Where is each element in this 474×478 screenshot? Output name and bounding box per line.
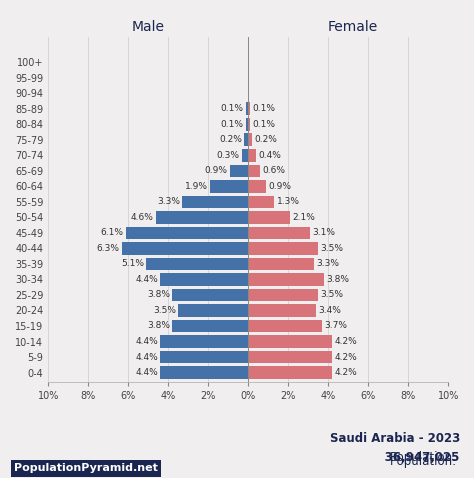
Text: 0.1%: 0.1% <box>253 104 276 113</box>
Text: 4.6%: 4.6% <box>131 213 154 222</box>
Bar <box>248 180 266 193</box>
Bar <box>244 133 248 146</box>
Text: 0.6%: 0.6% <box>263 166 286 175</box>
Text: 0.1%: 0.1% <box>253 120 276 129</box>
Bar <box>172 320 248 332</box>
Text: 2.1%: 2.1% <box>292 213 316 222</box>
Bar <box>248 118 250 130</box>
Text: 3.3%: 3.3% <box>157 197 180 206</box>
Bar <box>248 258 314 270</box>
Bar <box>248 211 290 224</box>
Text: Female: Female <box>327 20 377 34</box>
Text: Male: Male <box>132 20 165 34</box>
Text: 4.2%: 4.2% <box>335 337 357 346</box>
Text: 0.3%: 0.3% <box>217 151 240 160</box>
Text: 4.2%: 4.2% <box>335 368 357 377</box>
Text: 3.5%: 3.5% <box>321 244 344 253</box>
Bar <box>246 102 248 115</box>
Text: 0.9%: 0.9% <box>205 166 228 175</box>
Bar <box>248 102 250 115</box>
Text: 5.1%: 5.1% <box>121 260 144 269</box>
Bar <box>160 351 248 363</box>
Bar <box>146 258 248 270</box>
Text: 3.7%: 3.7% <box>325 322 348 330</box>
Bar <box>160 273 248 286</box>
Text: 3.3%: 3.3% <box>317 260 340 269</box>
Text: 6.3%: 6.3% <box>97 244 120 253</box>
Bar <box>230 164 248 177</box>
Bar <box>248 351 332 363</box>
Text: 3.1%: 3.1% <box>313 228 336 238</box>
Text: 4.2%: 4.2% <box>335 352 357 361</box>
Text: 4.4%: 4.4% <box>135 352 158 361</box>
Bar <box>248 335 332 348</box>
Bar <box>182 196 248 208</box>
Bar <box>248 133 252 146</box>
Bar <box>172 289 248 301</box>
Text: 1.3%: 1.3% <box>277 197 300 206</box>
Bar <box>160 335 248 348</box>
Bar <box>248 242 318 255</box>
Bar <box>156 211 248 224</box>
Text: 3.4%: 3.4% <box>319 306 342 315</box>
Text: 4.4%: 4.4% <box>135 368 158 377</box>
Bar <box>242 149 248 162</box>
Text: 0.2%: 0.2% <box>219 135 242 144</box>
Bar <box>178 304 248 317</box>
Bar <box>210 180 248 193</box>
Text: 0.1%: 0.1% <box>221 120 244 129</box>
Text: 3.8%: 3.8% <box>147 322 170 330</box>
Bar <box>248 149 256 162</box>
Text: PopulationPyramid.net: PopulationPyramid.net <box>14 463 158 473</box>
Text: 0.4%: 0.4% <box>259 151 282 160</box>
Text: 0.1%: 0.1% <box>221 104 244 113</box>
Bar <box>248 366 332 379</box>
Bar <box>246 118 248 130</box>
Text: Population:: Population: <box>390 451 460 464</box>
Bar <box>248 304 316 317</box>
Text: 3.5%: 3.5% <box>153 306 176 315</box>
Text: 4.4%: 4.4% <box>135 337 158 346</box>
Bar <box>248 320 322 332</box>
Bar <box>248 196 274 208</box>
Text: 4.4%: 4.4% <box>135 275 158 284</box>
Text: 6.1%: 6.1% <box>101 228 124 238</box>
Bar <box>126 227 248 239</box>
Text: 3.5%: 3.5% <box>321 291 344 299</box>
Bar <box>160 366 248 379</box>
Text: 3.8%: 3.8% <box>147 291 170 299</box>
Bar <box>122 242 248 255</box>
Bar <box>248 164 260 177</box>
Text: 0.2%: 0.2% <box>255 135 278 144</box>
Bar <box>248 227 310 239</box>
Text: 3.8%: 3.8% <box>327 275 350 284</box>
Text: 36,947,025: 36,947,025 <box>331 451 460 464</box>
Bar <box>248 289 318 301</box>
Text: 0.9%: 0.9% <box>269 182 292 191</box>
Bar <box>248 273 324 286</box>
Text: 1.9%: 1.9% <box>185 182 208 191</box>
Text: Population:: Population: <box>390 456 460 468</box>
Text: Saudi Arabia - 2023: Saudi Arabia - 2023 <box>329 432 460 445</box>
